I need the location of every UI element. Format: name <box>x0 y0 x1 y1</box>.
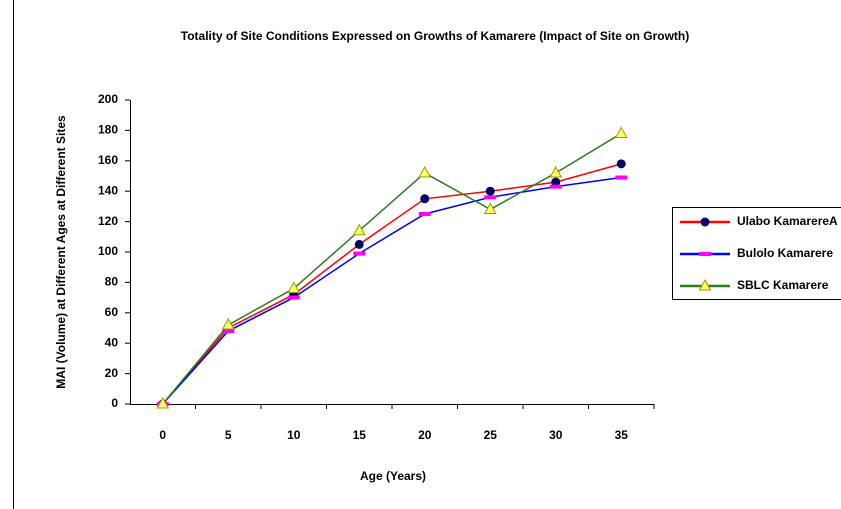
marker <box>616 159 626 169</box>
legend-label: Bulolo Kamarere <box>737 246 833 260</box>
y-tick-label: 0 <box>111 396 118 410</box>
marker <box>420 194 430 204</box>
x-tick-label: 35 <box>615 428 629 442</box>
y-tick-label: 80 <box>105 275 119 289</box>
marker <box>287 295 300 300</box>
y-tick-label: 120 <box>98 214 118 228</box>
y-tick-label: 40 <box>105 335 119 349</box>
x-tick-label: 10 <box>287 428 301 442</box>
marker <box>551 177 561 187</box>
y-tick-label: 100 <box>98 244 118 258</box>
y-axis-label: MAI (Volume) at Different Ages at Differ… <box>54 115 68 389</box>
marker <box>222 329 235 334</box>
marker <box>615 175 628 180</box>
legend-label: Ulabo KamarereA <box>737 214 838 228</box>
legend-label: SBLC Kamarere <box>737 278 829 292</box>
marker <box>484 195 497 200</box>
marker <box>354 239 364 249</box>
x-tick-label: 20 <box>418 428 432 442</box>
marker <box>287 281 301 293</box>
marker <box>614 126 628 138</box>
marker <box>352 223 366 236</box>
y-tick-label: 140 <box>98 183 118 197</box>
x-tick-label: 15 <box>353 428 367 442</box>
legend-marker <box>698 278 712 291</box>
x-tick-label: 5 <box>225 428 232 442</box>
marker <box>485 186 495 196</box>
marker <box>353 251 366 256</box>
y-tick-label: 160 <box>98 153 118 167</box>
series-line <box>162 132 622 405</box>
y-tick-label: 20 <box>105 366 119 380</box>
x-tick-label: 0 <box>159 428 166 442</box>
marker <box>418 165 432 178</box>
marker <box>483 202 497 214</box>
legend-marker <box>699 252 711 256</box>
y-tick-label: 180 <box>98 123 118 137</box>
x-tick-label: 30 <box>549 428 563 442</box>
x-axis-label: Age (Years) <box>360 469 426 483</box>
marker <box>221 317 235 330</box>
series-line <box>162 163 622 405</box>
marker <box>549 184 562 189</box>
chart-title: Totality of Site Conditions Expressed on… <box>181 29 690 43</box>
marker <box>156 396 170 409</box>
marker <box>418 212 431 216</box>
x-tick-label: 25 <box>484 428 498 442</box>
y-tick-label: 60 <box>105 305 119 319</box>
legend-marker <box>700 217 710 227</box>
marker <box>549 165 563 178</box>
series-line <box>162 176 622 405</box>
y-tick-label: 200 <box>98 92 118 106</box>
